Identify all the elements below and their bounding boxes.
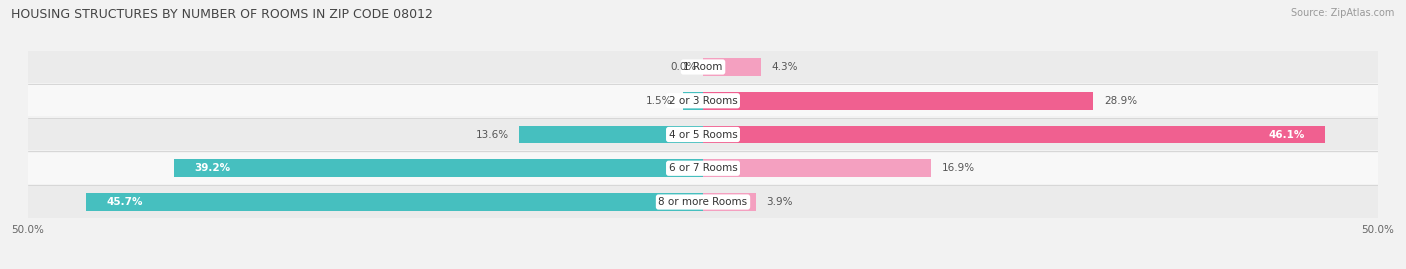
Bar <box>86 193 703 211</box>
Text: 0.0%: 0.0% <box>671 62 696 72</box>
Text: 2 or 3 Rooms: 2 or 3 Rooms <box>669 96 737 106</box>
Bar <box>703 160 931 177</box>
Text: 28.9%: 28.9% <box>1104 96 1137 106</box>
Text: 3.9%: 3.9% <box>766 197 793 207</box>
Bar <box>703 193 755 211</box>
Text: 1 Room: 1 Room <box>683 62 723 72</box>
Text: 1.5%: 1.5% <box>645 96 672 106</box>
Bar <box>28 51 1378 83</box>
Text: 4 or 5 Rooms: 4 or 5 Rooms <box>669 129 737 140</box>
Text: 8 or more Rooms: 8 or more Rooms <box>658 197 748 207</box>
Bar <box>683 92 703 109</box>
Bar <box>28 119 1378 150</box>
Bar <box>519 126 703 143</box>
Text: 4.3%: 4.3% <box>772 62 799 72</box>
Text: 6 or 7 Rooms: 6 or 7 Rooms <box>669 163 737 173</box>
Bar <box>28 153 1378 184</box>
Bar <box>28 186 1378 218</box>
Text: 16.9%: 16.9% <box>942 163 974 173</box>
Text: 46.1%: 46.1% <box>1268 129 1305 140</box>
Text: 13.6%: 13.6% <box>475 129 509 140</box>
Bar <box>174 160 703 177</box>
Text: 45.7%: 45.7% <box>107 197 143 207</box>
Text: Source: ZipAtlas.com: Source: ZipAtlas.com <box>1291 8 1395 18</box>
Bar <box>703 126 1326 143</box>
Bar <box>703 58 761 76</box>
Bar <box>28 85 1378 116</box>
Bar <box>703 92 1092 109</box>
Text: 39.2%: 39.2% <box>194 163 231 173</box>
Text: HOUSING STRUCTURES BY NUMBER OF ROOMS IN ZIP CODE 08012: HOUSING STRUCTURES BY NUMBER OF ROOMS IN… <box>11 8 433 21</box>
